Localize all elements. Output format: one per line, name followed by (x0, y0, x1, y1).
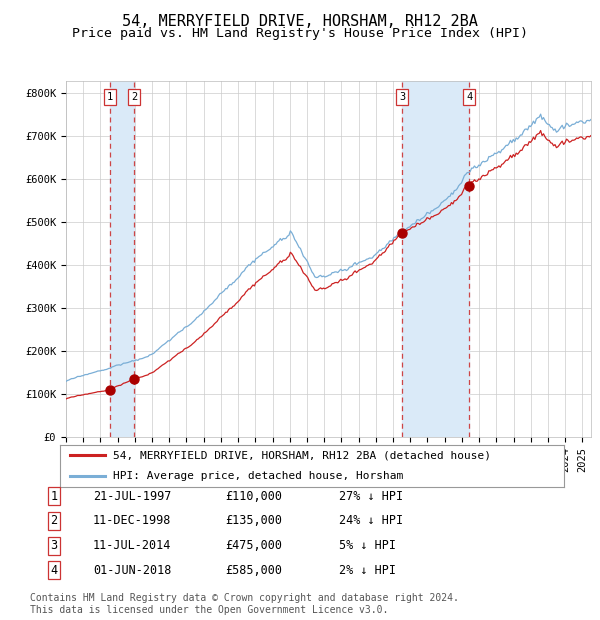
Text: £135,000: £135,000 (225, 515, 282, 527)
Text: 24% ↓ HPI: 24% ↓ HPI (339, 515, 403, 527)
Text: 2: 2 (131, 92, 137, 102)
Text: 1: 1 (107, 92, 113, 102)
Text: HPI: Average price, detached house, Horsham: HPI: Average price, detached house, Hors… (113, 471, 403, 481)
Text: 5% ↓ HPI: 5% ↓ HPI (339, 539, 396, 552)
Text: 54, MERRYFIELD DRIVE, HORSHAM, RH12 2BA: 54, MERRYFIELD DRIVE, HORSHAM, RH12 2BA (122, 14, 478, 29)
Text: 3: 3 (50, 539, 58, 552)
Text: 1: 1 (50, 490, 58, 502)
Text: £110,000: £110,000 (225, 490, 282, 502)
Text: Price paid vs. HM Land Registry's House Price Index (HPI): Price paid vs. HM Land Registry's House … (72, 27, 528, 40)
Text: 4: 4 (466, 92, 472, 102)
Text: 21-JUL-1997: 21-JUL-1997 (93, 490, 172, 502)
Text: 2% ↓ HPI: 2% ↓ HPI (339, 564, 396, 577)
Bar (402, 81, 469, 437)
Text: Contains HM Land Registry data © Crown copyright and database right 2024.
This d: Contains HM Land Registry data © Crown c… (30, 593, 459, 615)
Text: 4: 4 (50, 564, 58, 577)
Text: 11-DEC-1998: 11-DEC-1998 (93, 515, 172, 527)
Text: 54, MERRYFIELD DRIVE, HORSHAM, RH12 2BA (detached house): 54, MERRYFIELD DRIVE, HORSHAM, RH12 2BA … (113, 450, 491, 460)
Text: 11-JUL-2014: 11-JUL-2014 (93, 539, 172, 552)
Text: 3: 3 (399, 92, 405, 102)
Text: 2: 2 (50, 515, 58, 527)
Text: £475,000: £475,000 (225, 539, 282, 552)
Text: 01-JUN-2018: 01-JUN-2018 (93, 564, 172, 577)
Text: £585,000: £585,000 (225, 564, 282, 577)
Bar (110, 81, 134, 437)
Text: 27% ↓ HPI: 27% ↓ HPI (339, 490, 403, 502)
